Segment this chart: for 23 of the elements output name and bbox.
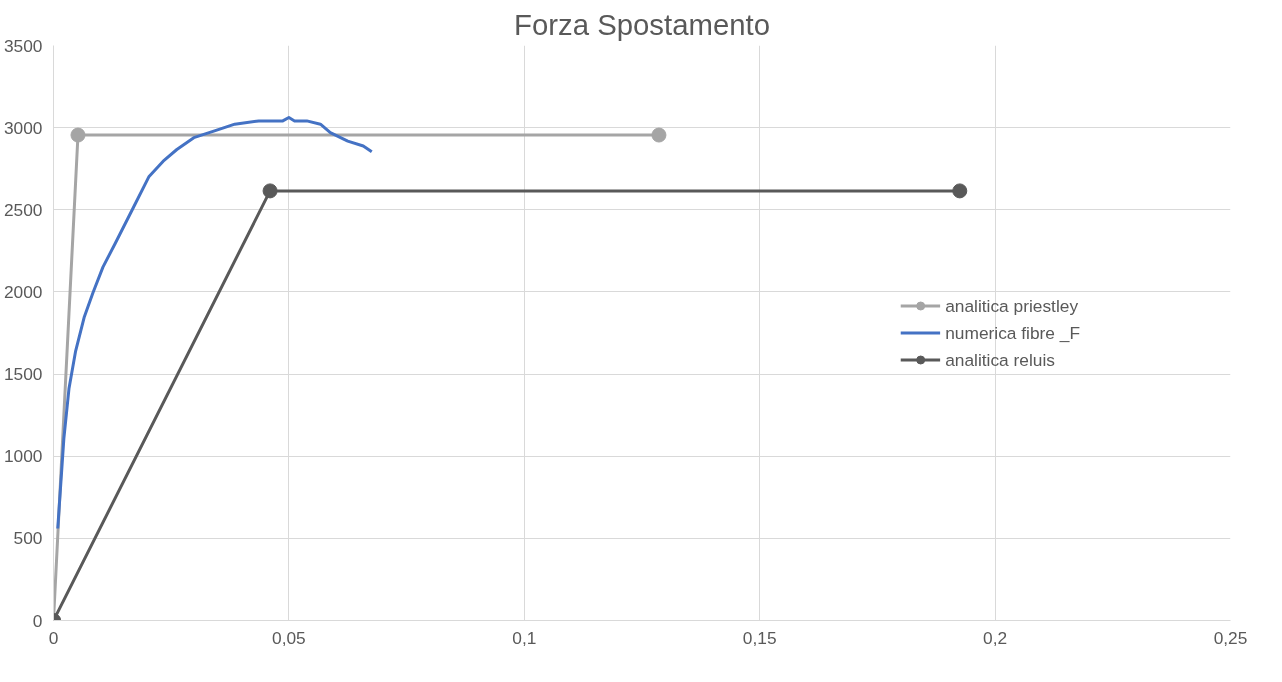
x-tick-label: 0,05 bbox=[272, 627, 306, 648]
y-tick-label: 3000 bbox=[3, 117, 43, 138]
chart-title: Forza Spostamento bbox=[514, 7, 770, 41]
x-tick-label: 0 bbox=[48, 627, 59, 648]
y-tick-label: 1000 bbox=[3, 446, 43, 467]
legend-label: analitica priestley bbox=[945, 295, 1079, 316]
y-tick-label: 1500 bbox=[3, 364, 43, 385]
y-tick-label: 2000 bbox=[3, 281, 43, 302]
point bbox=[262, 183, 278, 199]
x-tick-label: 0,1 bbox=[512, 627, 537, 648]
x-tick-label: 0,15 bbox=[742, 627, 777, 648]
legend-label: numerica fibre _F bbox=[945, 322, 1080, 343]
y-tick-label: 0 bbox=[32, 610, 43, 631]
y-tick-label: 500 bbox=[13, 528, 43, 549]
line-series bbox=[56, 115, 374, 530]
x-tick-label: 0,2 bbox=[983, 627, 1008, 648]
y-tick-label: 2500 bbox=[3, 199, 43, 220]
point bbox=[70, 127, 86, 143]
x-tick-label: 0,25 bbox=[1213, 627, 1248, 648]
point bbox=[952, 183, 968, 199]
point bbox=[651, 127, 667, 143]
y-tick-label: 3500 bbox=[3, 35, 43, 56]
legend-label: analitica reluis bbox=[945, 349, 1055, 370]
